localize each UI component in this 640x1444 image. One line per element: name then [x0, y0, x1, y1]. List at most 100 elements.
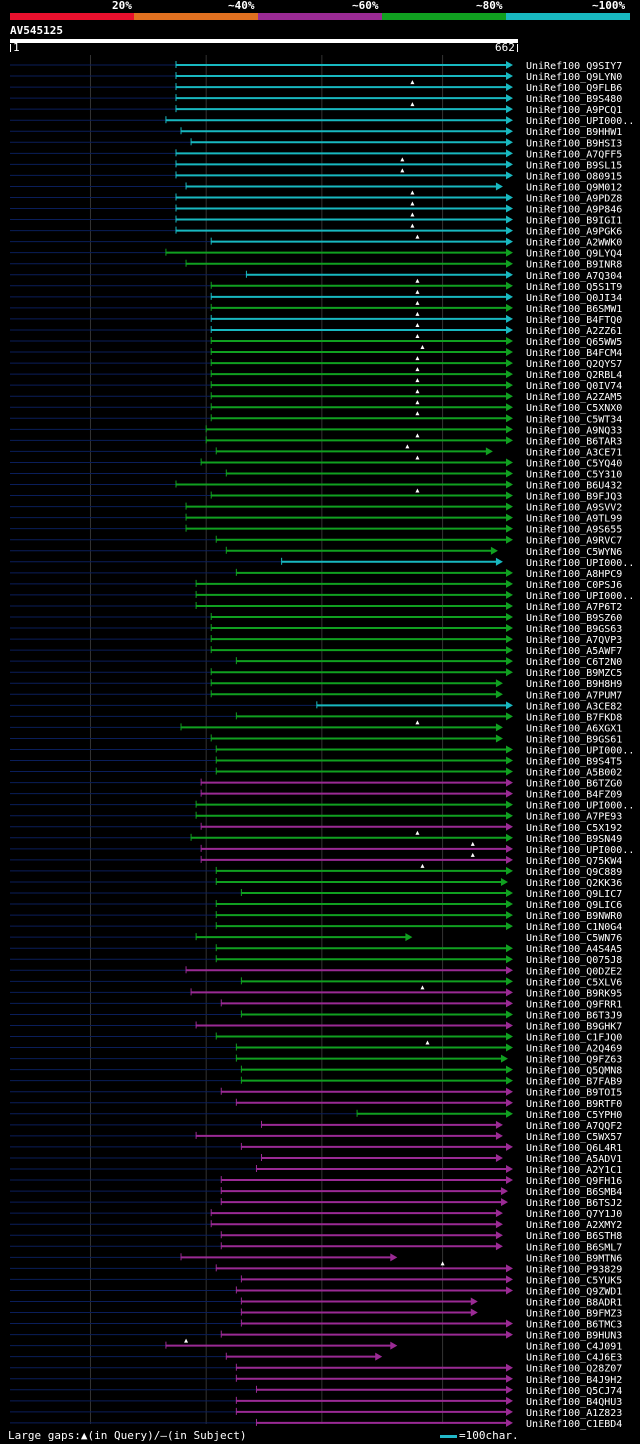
hit-arrowhead: [506, 911, 513, 920]
hit-label: UniRef100_B9FJQ3: [526, 492, 622, 503]
hit-arrowhead: [506, 701, 513, 710]
hit-arrowhead: [506, 138, 513, 147]
query-gap-marker: [400, 157, 405, 162]
hit-label: UniRef100_B9RTF0: [526, 1099, 622, 1110]
hit-arrowhead: [495, 1120, 503, 1129]
hit-arrowhead: [506, 1319, 513, 1328]
hit-label: UniRef100_A1Z823: [526, 1408, 622, 1419]
hit-arrowhead: [506, 1087, 513, 1096]
hit-label: UniRef100_Q2KK36: [526, 878, 622, 889]
hit-arrowhead: [506, 469, 513, 478]
hit-label: UniRef100_A9RVC7: [526, 536, 622, 547]
hit-label: UniRef100_Q5S1T9: [526, 282, 622, 293]
query-gap-marker: [420, 985, 425, 990]
hit-arrowhead: [506, 1418, 513, 1427]
hit-arrowhead: [506, 579, 513, 588]
hit-label: UniRef100_A6XGX1: [526, 723, 622, 734]
hit-label: UniRef100_B9NWR0: [526, 911, 622, 922]
hit-label: UniRef100_A7QQF2: [526, 1121, 622, 1132]
hit-label: UniRef100_A3CE71: [526, 447, 622, 458]
hit-arrowhead: [506, 568, 513, 577]
hit-label: UniRef100_C4J091: [526, 1342, 622, 1353]
query-gap-marker: [410, 80, 415, 85]
hit-arrowhead: [506, 1363, 513, 1372]
hit-label: UniRef100_Q7Y1J0: [526, 1209, 622, 1220]
query-gap-marker: [415, 830, 420, 835]
hit-label: UniRef100_Q75KW4: [526, 856, 622, 867]
hit-arrowhead: [506, 1407, 513, 1416]
hit-arrowhead: [490, 546, 498, 555]
hit-arrowhead: [495, 1220, 503, 1229]
hit-arrowhead: [506, 1076, 513, 1085]
hit-arrowhead: [506, 226, 513, 235]
hit-label: UniRef100_B9TOI5: [526, 1088, 622, 1099]
hit-label: UniRef100_UPI000..: [526, 801, 634, 812]
hit-label: UniRef100_B9HUN3: [526, 1331, 622, 1342]
hit-arrowhead: [506, 999, 513, 1008]
legend-swatch-40: [134, 13, 258, 20]
hit-arrowhead: [506, 193, 513, 202]
legend-swatch-100: [506, 13, 630, 20]
hit-arrowhead: [506, 348, 513, 357]
hit-arrowhead: [506, 745, 513, 754]
hit-label: UniRef100_A5B002: [526, 768, 622, 779]
hit-arrowhead: [390, 1341, 398, 1350]
hit-arrowhead: [506, 789, 513, 798]
hit-arrowhead: [506, 127, 513, 136]
hit-label: UniRef100_A7QFF5: [526, 149, 622, 160]
hit-arrowhead: [506, 458, 513, 467]
hit-label: UniRef100_A9PGK6: [526, 227, 622, 238]
query-gap-marker: [415, 322, 420, 327]
hit-label: UniRef100_UPI000..: [526, 745, 634, 756]
hit-arrowhead: [485, 447, 493, 456]
query-gap-marker: [420, 863, 425, 868]
hit-arrowhead: [506, 1165, 513, 1173]
query-gap-marker: [440, 1261, 445, 1266]
query-gap-marker: [410, 212, 415, 217]
hit-arrowhead: [506, 844, 513, 853]
query-ruler: [10, 39, 518, 43]
hit-arrowhead: [495, 734, 503, 743]
hit-arrowhead: [506, 955, 513, 964]
hit-label: UniRef100_A9SVV2: [526, 503, 622, 514]
hit-label: UniRef100_C5YUK5: [526, 1275, 622, 1286]
hit-arrowhead: [506, 966, 513, 975]
legend-swatch-80: [382, 13, 506, 20]
hit-arrowhead: [506, 1109, 513, 1118]
gaps-label: Large gaps:: [8, 1429, 81, 1442]
hit-arrowhead: [506, 590, 513, 599]
hit-label: UniRef100_A5AWF7: [526, 646, 622, 657]
hit-arrowhead: [495, 1153, 503, 1162]
hit-label: UniRef100_C5XNX0: [526, 403, 622, 414]
hit-arrowhead: [506, 314, 513, 323]
hit-arrowhead: [495, 723, 503, 732]
query-gap-marker: [410, 102, 415, 107]
hit-arrowhead: [506, 668, 513, 677]
hit-arrowhead: [470, 1297, 478, 1306]
hit-arrowhead: [506, 237, 513, 246]
hit-label: UniRef100_B9SZ60: [526, 613, 622, 624]
hit-arrowhead: [506, 337, 513, 345]
hit-arrowhead: [506, 922, 513, 931]
hit-label: UniRef100_Q0DZE2: [526, 966, 622, 977]
hit-label: UniRef100_B9INR8: [526, 260, 622, 271]
hit-label: UniRef100_Q65WW5: [526, 337, 622, 348]
hit-arrowhead: [506, 624, 513, 633]
footer-legend: Large gaps:▲(in Query)/–(in Subject): [8, 1429, 246, 1442]
hit-arrowhead: [506, 259, 513, 268]
hit-label: UniRef100_UPI000..: [526, 558, 634, 569]
hit-label: UniRef100_A2Y1C1: [526, 1165, 622, 1176]
hit-label: UniRef100_B6TSJ2: [526, 1198, 622, 1209]
legend-swatch-60: [258, 13, 382, 20]
hit-label: UniRef100_Q9LIC6: [526, 900, 622, 911]
hit-label: UniRef100_B9FMZ3: [526, 1309, 622, 1320]
hit-arrowhead: [506, 325, 513, 334]
hit-label: UniRef100_Q0JI34: [526, 293, 622, 304]
hit-arrowhead: [500, 1198, 508, 1207]
hit-arrowhead: [506, 889, 513, 897]
hit-label: UniRef100_Q075J8: [526, 955, 622, 966]
hit-arrowhead: [506, 613, 513, 621]
query-gap-marker: [425, 1040, 430, 1045]
hit-label: UniRef100_B6STH8: [526, 1231, 622, 1242]
